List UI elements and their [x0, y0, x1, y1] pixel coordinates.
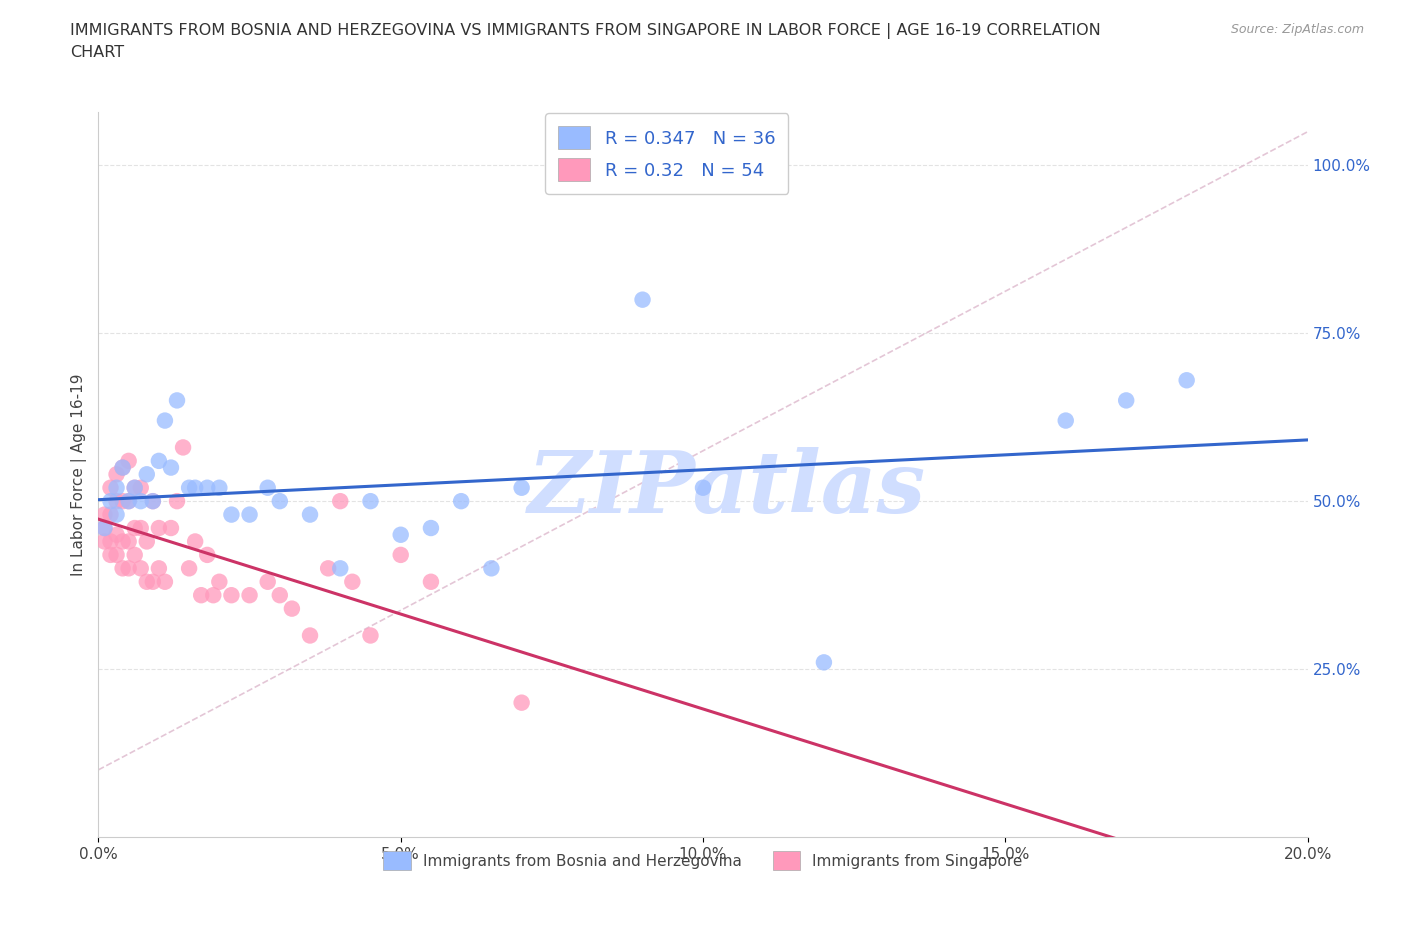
Point [135, 534, 157, 549]
Point [239, 507, 262, 522]
Point [111, 460, 134, 475]
Point [105, 467, 128, 482]
Point [105, 494, 128, 509]
Point [631, 292, 654, 307]
Point [360, 628, 382, 643]
Point [329, 561, 352, 576]
Point [100, 548, 122, 563]
Point [111, 561, 134, 576]
Point [342, 575, 364, 590]
Text: ZIPatlas: ZIPatlas [529, 447, 927, 530]
Point [256, 575, 278, 590]
Point [105, 507, 128, 522]
Point [1115, 393, 1137, 408]
Point [184, 534, 207, 549]
Point [510, 480, 533, 495]
Point [239, 588, 262, 603]
Point [316, 561, 339, 576]
Point [124, 548, 146, 563]
Point [481, 561, 503, 576]
Point [100, 480, 122, 495]
Text: Source: ZipAtlas.com: Source: ZipAtlas.com [1230, 23, 1364, 36]
Point [208, 480, 231, 495]
Point [221, 507, 243, 522]
Point [124, 480, 146, 495]
Point [166, 393, 188, 408]
Point [269, 588, 291, 603]
Point [142, 494, 165, 509]
Point [100, 494, 122, 509]
Point [129, 521, 152, 536]
Point [129, 561, 152, 576]
Point [93, 521, 115, 536]
Point [299, 507, 322, 522]
Point [813, 655, 835, 670]
Point [1175, 373, 1198, 388]
Point [118, 561, 141, 576]
Point [118, 534, 141, 549]
Point [111, 494, 134, 509]
Point [195, 548, 218, 563]
Point [389, 548, 412, 563]
Point [179, 480, 201, 495]
Point [111, 460, 134, 475]
Point [420, 575, 443, 590]
Point [1054, 413, 1077, 428]
Point [202, 588, 225, 603]
Point [256, 480, 278, 495]
Point [184, 480, 207, 495]
Point [190, 588, 212, 603]
Point [329, 494, 352, 509]
Point [105, 527, 128, 542]
Point [105, 548, 128, 563]
Point [360, 494, 382, 509]
Y-axis label: In Labor Force | Age 16-19: In Labor Force | Age 16-19 [72, 373, 87, 576]
Point [93, 521, 115, 536]
Point [195, 480, 218, 495]
Point [269, 494, 291, 509]
Point [93, 507, 115, 522]
Point [172, 440, 194, 455]
Point [179, 561, 201, 576]
Point [118, 454, 141, 469]
Point [100, 534, 122, 549]
Text: IMMIGRANTS FROM BOSNIA AND HERZEGOVINA VS IMMIGRANTS FROM SINGAPORE IN LABOR FOR: IMMIGRANTS FROM BOSNIA AND HERZEGOVINA V… [70, 23, 1101, 39]
Point [450, 494, 472, 509]
Point [153, 413, 176, 428]
Point [299, 628, 322, 643]
Point [129, 494, 152, 509]
Point [118, 494, 141, 509]
Point [135, 575, 157, 590]
Point [148, 561, 170, 576]
Point [148, 521, 170, 536]
Text: CHART: CHART [70, 45, 124, 60]
Point [208, 575, 231, 590]
Point [93, 534, 115, 549]
Point [281, 601, 304, 616]
Point [148, 454, 170, 469]
Point [142, 575, 165, 590]
Point [510, 696, 533, 711]
Point [111, 534, 134, 549]
Point [129, 480, 152, 495]
Point [142, 494, 165, 509]
Point [135, 467, 157, 482]
Point [124, 521, 146, 536]
Point [160, 460, 183, 475]
Point [118, 494, 141, 509]
Point [692, 480, 714, 495]
Legend: Immigrants from Bosnia and Herzegovina, Immigrants from Singapore: Immigrants from Bosnia and Herzegovina, … [377, 844, 1029, 876]
Point [160, 521, 183, 536]
Point [105, 480, 128, 495]
Point [166, 494, 188, 509]
Point [153, 575, 176, 590]
Point [389, 527, 412, 542]
Point [420, 521, 443, 536]
Point [221, 588, 243, 603]
Point [124, 480, 146, 495]
Point [100, 507, 122, 522]
